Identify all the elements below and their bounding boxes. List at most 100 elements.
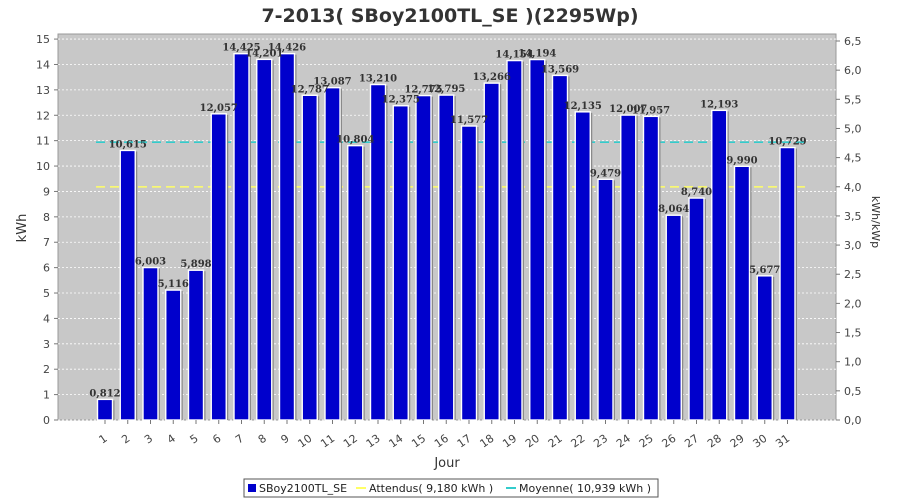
x-tick-label: 16 (432, 432, 451, 451)
data-label: 14,194 (518, 49, 556, 60)
x-axis-label: Jour (433, 456, 460, 471)
data-label: 9,479 (590, 168, 621, 179)
data-label: 14,426 (268, 43, 306, 54)
x-tick-label: 20 (523, 432, 542, 451)
y-right-tick-label: 6,0 (844, 64, 862, 77)
x-tick-label: 26 (660, 432, 679, 451)
y-tick-label: 10 (36, 160, 50, 173)
x-tick-label: 5 (188, 432, 201, 447)
bar (779, 146, 796, 421)
x-tick-label: 9 (279, 432, 292, 447)
x-tick-label: 8 (256, 432, 269, 447)
data-label: 12,193 (700, 99, 738, 110)
x-tick-label: 2 (119, 432, 132, 447)
data-labels: 0,81210,6156,0035,1165,89812,05714,42514… (89, 43, 806, 400)
bar (256, 58, 273, 421)
bar (187, 269, 205, 421)
y-tick-label: 11 (36, 135, 50, 148)
y-tick-label: 4 (43, 312, 50, 325)
x-tick-label: 11 (318, 432, 337, 451)
data-label: 10,615 (109, 139, 147, 150)
y-tick-label: 8 (43, 211, 50, 224)
x-tick-label: 15 (409, 432, 428, 451)
data-label: 5,898 (180, 259, 211, 270)
x-tick-label: 21 (546, 432, 565, 451)
bar (733, 165, 751, 421)
y-tick-label: 14 (36, 58, 50, 71)
data-label: 0,812 (89, 388, 120, 399)
data-label: 5,116 (158, 279, 189, 290)
bar (483, 82, 500, 421)
bar (460, 125, 478, 421)
bar (278, 52, 296, 421)
y-tick-label: 12 (36, 109, 50, 122)
y-right-tick-label: 4,5 (844, 152, 862, 165)
bar (711, 109, 728, 421)
data-label: 13,087 (313, 77, 351, 88)
x-tick-label: 14 (387, 432, 406, 451)
legend-label-attendus: Attendus( 9,180 kWh ) (369, 482, 493, 495)
x-tick-label: 17 (455, 432, 474, 451)
bar (642, 115, 660, 421)
y-axis-label: kWh (15, 214, 30, 243)
data-label: 12,007 (609, 104, 647, 115)
x-tick-label: 30 (751, 432, 770, 451)
x-tick-label: 23 (591, 432, 610, 451)
bar (415, 94, 432, 421)
x-tick-label: 13 (364, 432, 383, 451)
bar (119, 149, 136, 421)
x-tick-label: 31 (773, 432, 792, 451)
x-tick-label: 7 (233, 432, 246, 447)
y-tick-label: 6 (43, 262, 50, 275)
x-tick-label: 28 (705, 432, 724, 451)
data-label: 12,775 (404, 85, 442, 96)
y-right-tick-label: 3,5 (844, 210, 862, 223)
data-label: 13,569 (541, 64, 579, 75)
y-axis-right-label: kWh/kWp (869, 196, 882, 248)
bar (392, 105, 409, 421)
x-tick-label: 10 (296, 432, 315, 451)
x-tick-label: 19 (500, 432, 519, 451)
data-label: 10,804 (336, 135, 374, 146)
y-tick-label: 5 (43, 287, 50, 300)
data-label: 14,201 (245, 48, 283, 59)
y-right-tick-label: 0,5 (844, 385, 862, 398)
data-label: 12,787 (291, 84, 329, 95)
y-tick-label: 0 (43, 414, 50, 427)
chart-title: 7-2013( SBoy2100TL_SE )(2295Wp) (261, 5, 638, 27)
bar (551, 74, 569, 421)
x-tick-label: 4 (165, 432, 178, 447)
bar (301, 94, 318, 421)
data-label: 11,577 (450, 115, 488, 126)
bar (529, 58, 546, 421)
bar (688, 197, 705, 421)
data-label: 13,266 (473, 72, 511, 83)
y-tick-label: 7 (43, 236, 50, 249)
y-right-tick-label: 2,5 (844, 268, 862, 281)
bar (665, 214, 682, 421)
data-label: 9,990 (726, 155, 757, 166)
legend: SBoy2100TL_SE Attendus( 9,180 kWh ) Moye… (243, 478, 659, 498)
legend-swatch-production (248, 484, 256, 492)
x-tick-label: 22 (569, 432, 588, 451)
data-label: 12,057 (200, 103, 238, 114)
y-tick-label: 2 (43, 363, 50, 376)
data-label: 8,064 (658, 204, 689, 215)
x-tick-label: 3 (142, 432, 155, 447)
bar (165, 289, 182, 421)
data-label: 8,740 (681, 187, 712, 198)
bar (756, 275, 773, 421)
bar (142, 266, 159, 421)
y-right-tick-label: 6,5 (844, 35, 862, 48)
x-tick-label: 24 (614, 432, 633, 451)
x-tick-label: 25 (637, 432, 656, 451)
y-right-tick-label: 1,5 (844, 327, 862, 340)
data-label: 12,375 (382, 95, 420, 106)
x-tick-label: 12 (341, 432, 360, 451)
x-tick-label: 6 (210, 432, 223, 447)
data-label: 13,210 (359, 74, 397, 85)
x-axis: 1 2 3 4 5 6 7 8 9 10 11 12 13 14 15 16 17 18 19 20 21 22 23 24 2… (97, 420, 792, 451)
bar (210, 113, 227, 421)
